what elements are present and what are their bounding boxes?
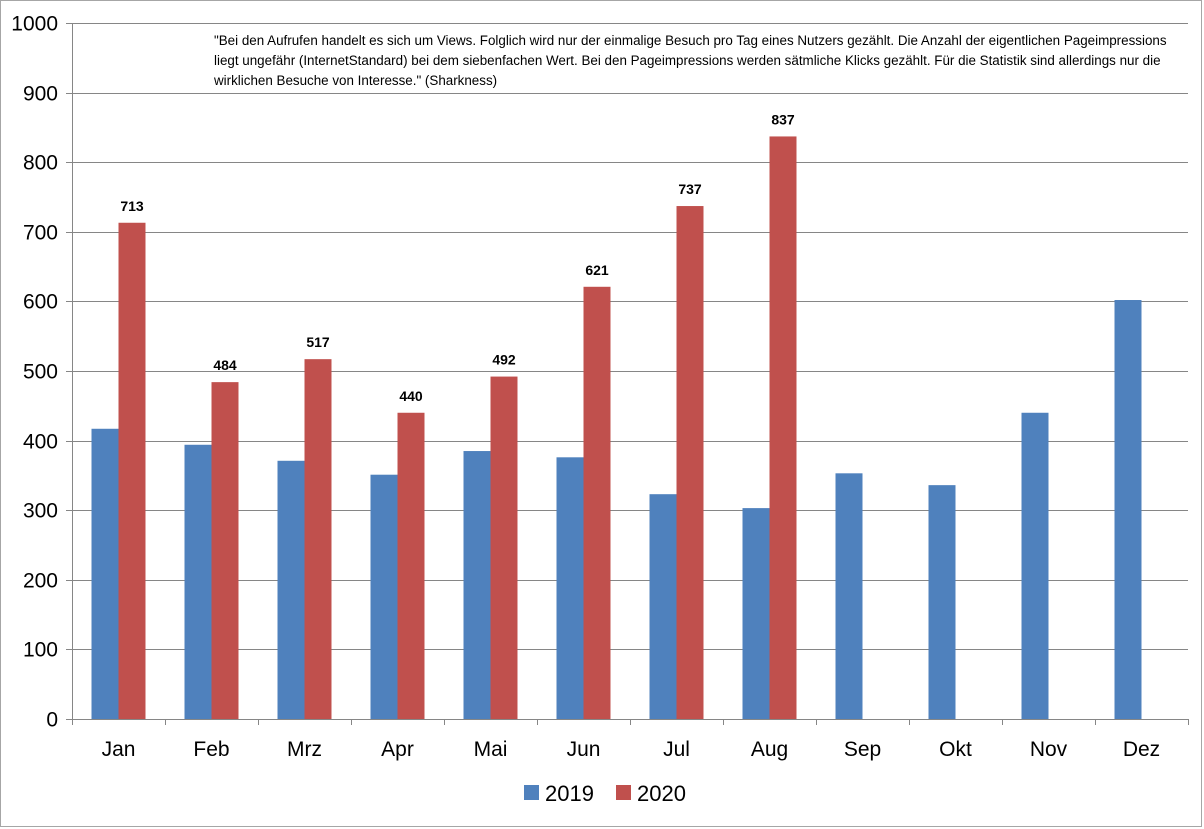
y-tick-label: 0 [46, 709, 58, 732]
y-tick-label: 100 [23, 639, 58, 662]
x-axis-tick-labels: Jan Feb Mrz Apr Mai Jun Jul Aug Sep Okt Nov Dez [102, 738, 1161, 761]
gridlines [66, 23, 1188, 720]
axes [72, 23, 1189, 725]
x-tick-label: Dez [1123, 738, 1160, 761]
bar-2020-Jan [118, 222, 146, 719]
legend: 2019 2020 [524, 781, 686, 806]
data-label-2020-Mrz: 517 [306, 334, 330, 350]
bar-2019-Aug [742, 508, 770, 719]
x-tick-label: Mai [474, 738, 508, 761]
bar-2019-Apr [370, 474, 398, 719]
bar-2020-Mrz [304, 359, 332, 719]
bar-2019-Mrz [277, 460, 305, 719]
legend-label-2020: 2020 [637, 781, 686, 806]
bar-2020-Feb [211, 382, 239, 719]
legend-swatch-2019 [524, 785, 539, 800]
bar-2020-Aug [769, 136, 797, 719]
y-tick-label: 900 [23, 83, 58, 106]
x-tick-label: Okt [939, 738, 972, 761]
x-tick-label: Jul [663, 738, 690, 761]
chart-annotation: "Bei den Aufrufen handelt es sich um Vie… [214, 33, 1167, 88]
bar-2020-Apr [397, 412, 425, 719]
bar-2019-Nov [1021, 412, 1049, 719]
bar-2020-Jun [583, 286, 611, 719]
x-tick-label: Feb [193, 738, 229, 761]
y-tick-label: 500 [23, 361, 58, 384]
x-tick-label: Sep [844, 738, 881, 761]
bar-2019-Sep [835, 473, 863, 719]
x-tick-label: Jun [567, 738, 601, 761]
bars [91, 136, 1142, 720]
y-axis-tick-labels: 0 100 200 300 400 500 600 700 800 900 1000 [11, 13, 58, 732]
legend-swatch-2020 [616, 785, 631, 800]
y-tick-label: 1000 [11, 13, 58, 36]
bar-2019-Dez [1114, 300, 1142, 719]
data-label-2020-Jun: 621 [585, 262, 609, 278]
x-tick-label: Nov [1030, 738, 1068, 761]
bar-2019-Jan [91, 428, 119, 719]
x-tick-label: Aug [751, 738, 788, 761]
data-label-2020-Mai: 492 [492, 352, 516, 368]
bar-2019-Feb [184, 444, 212, 719]
data-label-2020-Feb: 484 [213, 357, 237, 373]
y-tick-label: 300 [23, 500, 58, 523]
y-tick-label: 200 [23, 570, 58, 593]
x-tick-label: Jan [102, 738, 136, 761]
bar-2019-Jun [556, 457, 584, 719]
data-label-2020-Aug: 837 [771, 111, 795, 127]
y-tick-label: 700 [23, 222, 58, 245]
data-label-2020-Jan: 713 [120, 198, 144, 214]
x-tick-label: Apr [381, 738, 414, 761]
y-tick-label: 800 [23, 152, 58, 175]
bar-2020-Mai [490, 376, 518, 719]
bar-2019-Jul [649, 494, 677, 719]
bar-2020-Jul [676, 206, 704, 720]
bar-2019-Mai [463, 451, 491, 719]
data-labels: 713 484 517 440 492 621 737 837 [120, 111, 795, 403]
x-tick-label: Mrz [287, 738, 322, 761]
y-tick-label: 600 [23, 291, 58, 314]
legend-label-2019: 2019 [545, 781, 594, 806]
y-tick-label: 400 [23, 431, 58, 454]
bar-2019-Okt [928, 485, 956, 719]
data-label-2020-Apr: 440 [399, 388, 423, 404]
data-label-2020-Jul: 737 [678, 181, 702, 197]
